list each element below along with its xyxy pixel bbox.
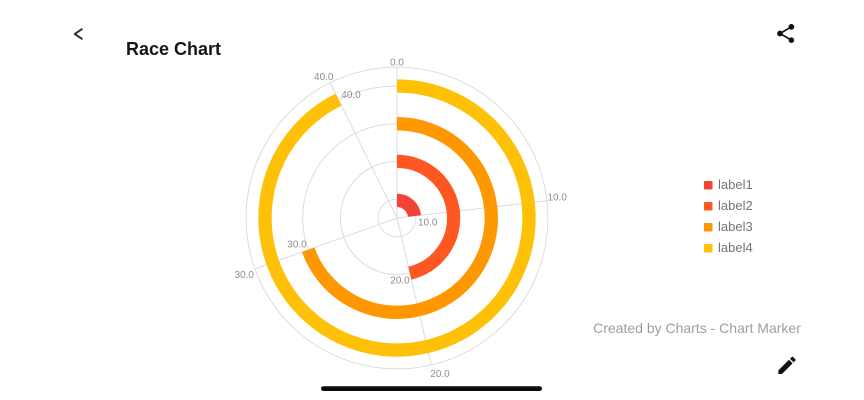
svg-text:20.0: 20.0 — [390, 276, 410, 287]
svg-text:30.0: 30.0 — [287, 240, 307, 251]
svg-text:40.0: 40.0 — [314, 72, 334, 83]
svg-text:0.0: 0.0 — [390, 58, 404, 69]
svg-text:label4: label4 — [718, 240, 753, 255]
svg-text:Race Chart: Race Chart — [126, 39, 221, 59]
svg-text:10.0: 10.0 — [548, 193, 568, 204]
svg-text:20.0: 20.0 — [430, 369, 450, 380]
svg-text:40.0: 40.0 — [341, 90, 361, 101]
svg-text:10.0: 10.0 — [418, 218, 438, 229]
svg-text:label1: label1 — [718, 177, 753, 192]
svg-text:label2: label2 — [718, 198, 753, 213]
svg-text:30.0: 30.0 — [235, 270, 255, 281]
svg-text:label3: label3 — [718, 219, 753, 234]
svg-text:Created by Charts - Chart Mark: Created by Charts - Chart Marker — [593, 320, 801, 336]
